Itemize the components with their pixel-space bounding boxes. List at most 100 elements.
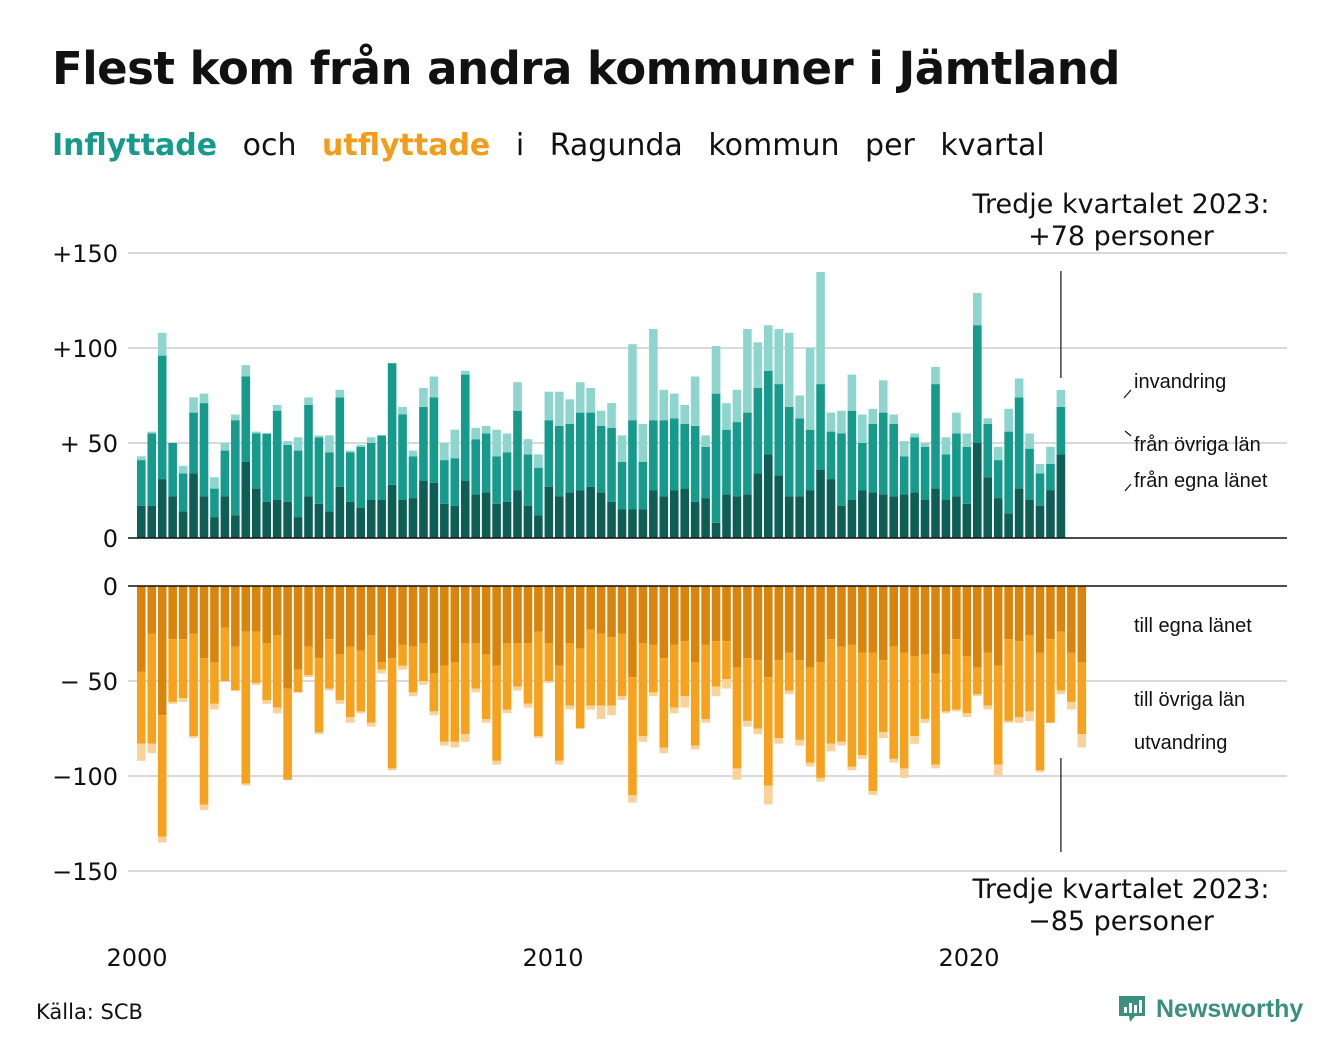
bar-inflow-other-counties [450, 458, 460, 506]
bar-inflow-own-county [210, 517, 219, 538]
bar-inflow-other-counties [638, 462, 648, 510]
bar-inflow-immigration [157, 332, 167, 356]
bar-inflow-own-county [168, 496, 177, 538]
bar-inflow-immigration [973, 292, 982, 326]
bar-inflow-immigration [649, 329, 658, 421]
bar-inflow-immigration [325, 435, 334, 453]
bar-outflow-other-counties [993, 665, 1003, 765]
bar-outflow-emigration [910, 736, 919, 744]
bar-outflow-own-county [952, 586, 961, 640]
bar-inflow-immigration [220, 443, 230, 451]
bar-outflow-emigration [617, 696, 627, 700]
bar-outflow-other-counties [669, 644, 679, 708]
bar-outflow-other-counties [774, 660, 784, 738]
series-pointer-other-counties [1124, 430, 1132, 437]
bar-outflow-emigration [157, 836, 167, 843]
bar-outflow-emigration [722, 679, 731, 689]
bar-outflow-emigration [805, 762, 815, 767]
bar-inflow-immigration [147, 431, 157, 434]
bar-inflow-other-counties [711, 393, 721, 523]
bar-outflow-emigration [325, 688, 334, 691]
bar-outflow-emigration [816, 777, 825, 782]
bar-inflow-immigration [555, 391, 564, 426]
bar-outflow-other-counties [805, 667, 815, 763]
bar-outflow-own-county [440, 586, 449, 666]
bar-inflow-own-county [502, 501, 512, 538]
bar-inflow-other-counties [565, 424, 575, 493]
y-tick-label-bottom: − 50 [60, 668, 118, 696]
bar-inflow-own-county [157, 479, 167, 538]
bar-outflow-emigration [1056, 690, 1066, 695]
bar-inflow-other-counties [189, 412, 198, 474]
bar-outflow-own-county [669, 586, 679, 645]
bar-outflow-other-counties [555, 665, 564, 761]
bar-outflow-own-county [460, 586, 470, 643]
bar-outflow-own-county [168, 586, 177, 640]
bar-outflow-emigration [680, 696, 689, 708]
bar-inflow-other-counties [262, 433, 271, 502]
bar-outflow-own-county [492, 586, 501, 666]
bar-outflow-other-counties [440, 665, 449, 742]
bar-outflow-emigration [419, 681, 428, 685]
bar-inflow-other-counties [586, 412, 595, 487]
bar-inflow-immigration [398, 406, 407, 415]
bar-outflow-emigration [962, 713, 972, 718]
bar-inflow-own-county [659, 496, 669, 538]
bar-inflow-immigration [795, 395, 804, 419]
bar-outflow-own-county [920, 586, 930, 655]
bar-inflow-own-county [680, 488, 689, 538]
bar-inflow-immigration [565, 399, 575, 424]
bar-outflow-other-counties [1056, 631, 1066, 691]
bar-outflow-own-county [251, 586, 261, 632]
bar-inflow-other-counties [408, 456, 418, 499]
bar-inflow-own-county [753, 473, 763, 538]
bar-inflow-own-county [366, 500, 376, 538]
bar-outflow-emigration [628, 795, 637, 803]
bar-outflow-own-county [534, 586, 543, 632]
bar-outflow-other-counties [335, 654, 345, 700]
bar-inflow-own-county [304, 496, 313, 538]
bar-inflow-other-counties [178, 473, 188, 512]
bar-outflow-emigration [398, 665, 407, 670]
y-tick-label-top: +150 [52, 240, 118, 268]
bar-outflow-other-counties [1046, 639, 1055, 723]
bar-inflow-other-counties [1025, 448, 1034, 500]
bar-inflow-own-county [983, 477, 993, 538]
bar-inflow-other-counties [293, 450, 303, 518]
bar-inflow-other-counties [356, 446, 366, 508]
bar-outflow-own-county [774, 586, 784, 661]
bar-inflow-other-counties [826, 431, 836, 480]
x-tick-label: 2000 [106, 944, 167, 972]
bar-outflow-other-counties [889, 646, 898, 759]
bar-inflow-other-counties [1046, 463, 1055, 491]
bar-inflow-immigration [523, 439, 533, 455]
bar-inflow-immigration [784, 332, 794, 407]
bar-inflow-own-county [732, 496, 742, 538]
bar-inflow-other-counties [617, 462, 627, 510]
bar-outflow-emigration [377, 669, 386, 674]
bar-inflow-own-county [429, 482, 439, 538]
bar-inflow-other-counties [993, 460, 1003, 499]
bar-outflow-emigration [596, 705, 606, 719]
bar-inflow-other-counties [471, 439, 480, 495]
bar-inflow-own-county [450, 505, 460, 538]
bar-outflow-own-county [199, 586, 209, 659]
bar-inflow-other-counties [157, 355, 167, 480]
bar-inflow-other-counties [690, 425, 700, 502]
bar-outflow-emigration [450, 741, 460, 748]
bar-outflow-other-counties [460, 643, 470, 735]
bar-inflow-immigration [617, 435, 627, 462]
bar-outflow-emigration [889, 758, 898, 763]
bar-inflow-other-counties [387, 363, 397, 485]
bar-inflow-immigration [210, 477, 219, 489]
bar-outflow-own-county [764, 586, 773, 678]
bar-inflow-other-counties [283, 444, 292, 502]
bar-inflow-own-county [419, 481, 428, 538]
bar-inflow-other-counties [784, 406, 794, 497]
bar-inflow-own-county [993, 498, 1003, 538]
chart-subtitle: Inflyttade och utflyttade i Ragunda komm… [52, 128, 1061, 163]
bar-outflow-emigration [460, 734, 470, 742]
bar-inflow-immigration [471, 427, 480, 440]
bar-outflow-other-counties [784, 652, 794, 691]
bar-inflow-other-counties [669, 418, 679, 491]
